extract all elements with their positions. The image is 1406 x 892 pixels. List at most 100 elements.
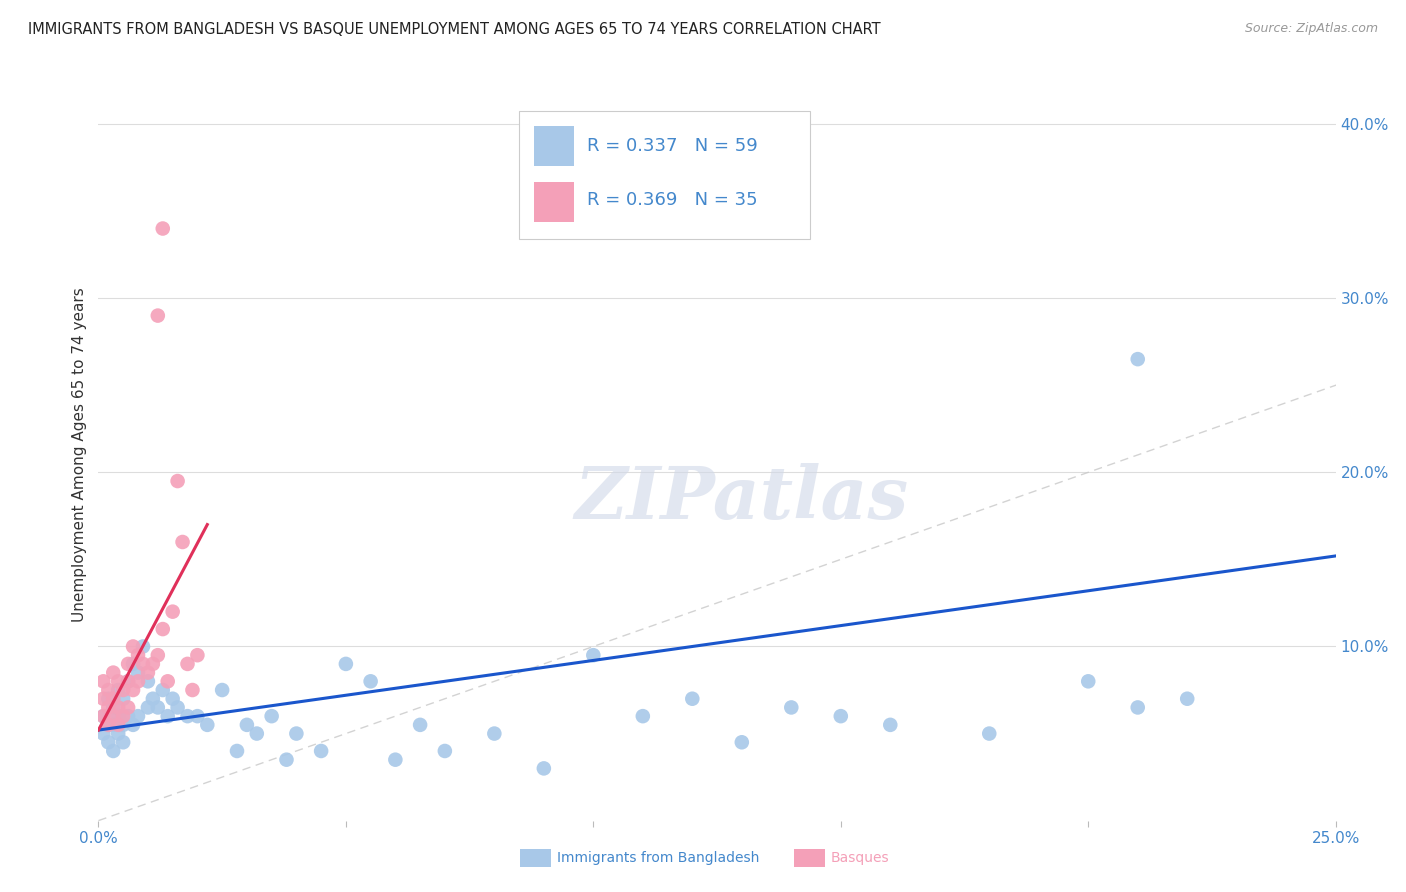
Point	[122, 718, 145, 732]
Point	[731, 735, 754, 749]
Point	[117, 700, 139, 714]
Point	[112, 735, 135, 749]
Point	[112, 691, 135, 706]
Point	[176, 657, 198, 671]
Point	[1126, 352, 1149, 367]
Point	[97, 683, 120, 698]
Point	[93, 691, 115, 706]
Point	[162, 691, 184, 706]
Text: IMMIGRANTS FROM BANGLADESH VS BASQUE UNEMPLOYMENT AMONG AGES 65 TO 74 YEARS CORR: IMMIGRANTS FROM BANGLADESH VS BASQUE UNE…	[28, 22, 880, 37]
Point	[236, 718, 259, 732]
Point	[103, 718, 125, 732]
Text: ZIPatlas: ZIPatlas	[575, 463, 908, 534]
Point	[146, 700, 169, 714]
Point	[146, 309, 169, 323]
Point	[122, 657, 145, 671]
Point	[122, 640, 145, 654]
Point	[122, 683, 145, 698]
Point	[127, 674, 149, 689]
Point	[136, 674, 159, 689]
Point	[103, 744, 125, 758]
Point	[117, 709, 139, 723]
Point	[103, 665, 125, 680]
Point	[112, 709, 135, 723]
Point	[127, 648, 149, 663]
Text: Basques: Basques	[831, 851, 890, 865]
Point	[166, 700, 188, 714]
Point	[181, 683, 204, 698]
Y-axis label: Unemployment Among Ages 65 to 74 years: Unemployment Among Ages 65 to 74 years	[72, 287, 87, 623]
Point	[117, 657, 139, 671]
Point	[142, 657, 165, 671]
Point	[107, 718, 129, 732]
Point	[186, 648, 208, 663]
Point	[93, 709, 115, 723]
Point	[979, 726, 1001, 740]
Point	[142, 691, 165, 706]
Point	[107, 709, 129, 723]
Point	[156, 674, 179, 689]
Point	[186, 709, 208, 723]
Point	[285, 726, 308, 740]
FancyBboxPatch shape	[534, 182, 574, 222]
Point	[409, 718, 432, 732]
Point	[136, 700, 159, 714]
Point	[384, 753, 406, 767]
Point	[484, 726, 506, 740]
Text: R = 0.337   N = 59: R = 0.337 N = 59	[588, 137, 758, 155]
Point	[97, 718, 120, 732]
Point	[195, 718, 218, 732]
Point	[162, 605, 184, 619]
Point	[103, 691, 125, 706]
Point	[97, 735, 120, 749]
Point	[132, 657, 155, 671]
Point	[112, 683, 135, 698]
Point	[830, 709, 852, 723]
Point	[152, 221, 174, 235]
Point	[166, 474, 188, 488]
Text: Source: ZipAtlas.com: Source: ZipAtlas.com	[1244, 22, 1378, 36]
Point	[97, 691, 120, 706]
Point	[93, 726, 115, 740]
Point	[107, 683, 129, 698]
Point	[127, 665, 149, 680]
Point	[97, 700, 120, 714]
Point	[117, 674, 139, 689]
Point	[211, 683, 233, 698]
Point	[103, 700, 125, 714]
Point	[246, 726, 269, 740]
FancyBboxPatch shape	[519, 112, 810, 239]
Point	[879, 718, 901, 732]
Point	[112, 718, 135, 732]
Point	[152, 622, 174, 636]
Point	[176, 709, 198, 723]
Point	[117, 674, 139, 689]
Point	[226, 744, 249, 758]
Point	[335, 657, 357, 671]
Point	[681, 691, 703, 706]
Text: Immigrants from Bangladesh: Immigrants from Bangladesh	[557, 851, 759, 865]
Point	[97, 718, 120, 732]
Point	[1126, 700, 1149, 714]
Point	[107, 674, 129, 689]
Point	[582, 648, 605, 663]
Text: R = 0.369   N = 35: R = 0.369 N = 35	[588, 192, 758, 210]
Point	[533, 761, 555, 775]
Point	[132, 640, 155, 654]
Point	[156, 709, 179, 723]
Point	[631, 709, 654, 723]
Point	[107, 726, 129, 740]
Point	[433, 744, 456, 758]
Point	[146, 648, 169, 663]
Point	[93, 709, 115, 723]
Point	[93, 674, 115, 689]
Point	[276, 753, 298, 767]
Point	[1175, 691, 1198, 706]
FancyBboxPatch shape	[534, 126, 574, 166]
Point	[780, 700, 803, 714]
Point	[309, 744, 332, 758]
Point	[103, 709, 125, 723]
Point	[107, 700, 129, 714]
Point	[1077, 674, 1099, 689]
Point	[172, 535, 194, 549]
